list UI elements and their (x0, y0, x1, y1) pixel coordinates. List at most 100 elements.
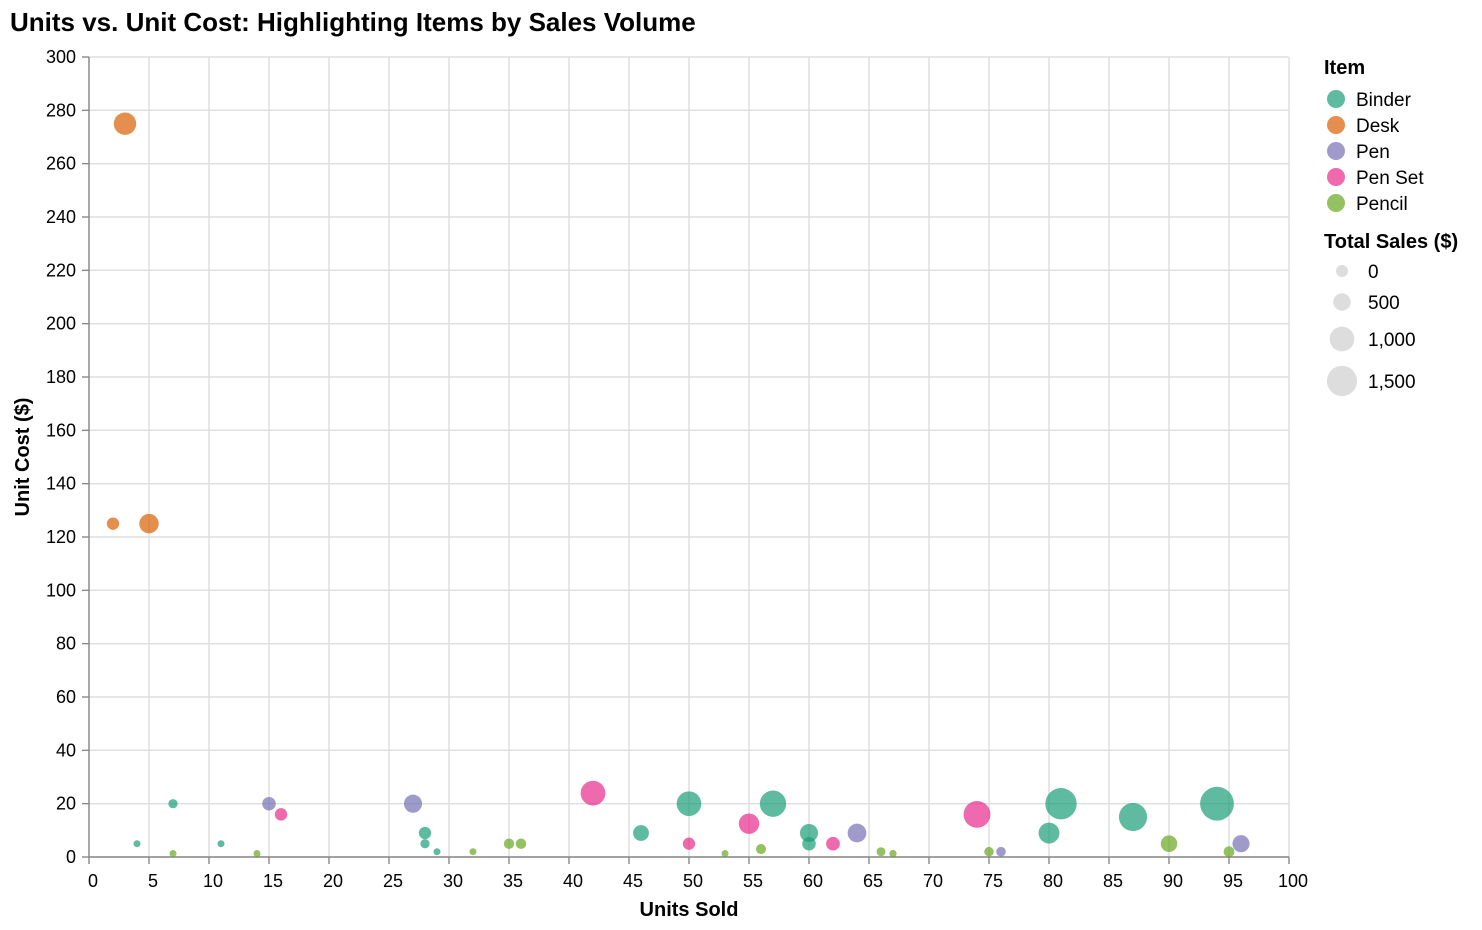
data-point-pen (996, 846, 1006, 857)
x-tick-label: 25 (383, 871, 403, 891)
x-tick-label: 35 (503, 871, 523, 891)
size-legend-circle (1336, 265, 1348, 277)
x-tick-label: 20 (323, 871, 343, 891)
data-point-binder (633, 825, 649, 841)
x-tick-label: 10 (203, 871, 223, 891)
y-axis-title: Unit Cost ($) (12, 398, 34, 517)
x-tick-label: 40 (563, 871, 583, 891)
data-point-pencil (253, 850, 261, 858)
x-tick-label: 45 (623, 871, 643, 891)
data-point-pen (1232, 835, 1250, 853)
y-tick-label: 220 (46, 260, 76, 280)
data-point-pencil (889, 849, 897, 858)
data-point-binder (802, 836, 816, 851)
data-point-pen-set (682, 837, 696, 850)
size-legend-circle (1326, 365, 1358, 397)
legend-swatch (1327, 168, 1345, 186)
x-axis-title: Units Sold (640, 899, 739, 921)
x-tick-label: 85 (1103, 871, 1123, 891)
data-point-binder (1045, 787, 1077, 820)
x-tick-label: 15 (263, 871, 283, 891)
data-points (106, 112, 1250, 858)
y-tick-label: 100 (46, 580, 76, 600)
data-point-pen-set (580, 780, 606, 806)
legend-item-label: Pen (1356, 142, 1390, 163)
x-tick-label: 70 (923, 871, 943, 891)
legend-swatch (1327, 194, 1345, 212)
data-point-binder (1200, 786, 1234, 821)
data-point-pencil (755, 843, 767, 855)
y-tick-label: 260 (46, 154, 76, 174)
x-tick-label: 55 (743, 871, 763, 891)
y-tick-label: 300 (46, 47, 76, 67)
x-tick-label: 0 (88, 871, 98, 891)
y-tick-label: 140 (46, 474, 76, 494)
data-point-pencil (1160, 835, 1178, 852)
data-point-binder (217, 840, 225, 848)
chart-title: Units vs. Unit Cost: Highlighting Items … (10, 7, 696, 37)
data-point-pen-set (274, 808, 288, 821)
legend-swatch (1327, 116, 1345, 134)
x-tick-label: 50 (683, 871, 703, 891)
legend-swatch (1327, 142, 1345, 160)
x-tick-label: 30 (443, 871, 463, 891)
y-tick-label: 180 (46, 367, 76, 387)
y-tick-label: 240 (46, 207, 76, 227)
data-point-pen-set (963, 800, 991, 828)
data-point-binder (418, 826, 432, 840)
legend-item-label: Pen Set (1356, 168, 1424, 189)
data-point-binder (133, 840, 141, 848)
size-legend-label: 500 (1368, 293, 1400, 314)
x-tick-label: 60 (803, 871, 823, 891)
x-tick-label: 80 (1043, 871, 1063, 891)
x-tick-label: 5 (148, 871, 158, 891)
x-tick-label: 90 (1163, 871, 1183, 891)
data-point-pen-set (738, 813, 760, 834)
data-point-pen-set (826, 836, 840, 851)
data-point-binder (799, 823, 819, 843)
data-point-pencil (876, 847, 886, 857)
color-legend-title: Item (1324, 57, 1365, 79)
data-point-binder (676, 791, 702, 817)
x-tick-label: 100 (1278, 871, 1308, 891)
data-point-binder (759, 790, 787, 817)
data-point-pencil (1223, 846, 1235, 858)
y-tick-label: 200 (46, 314, 76, 334)
legend-item-label: Desk (1356, 116, 1400, 137)
y-tick-label: 80 (56, 634, 76, 654)
data-point-pencil (469, 848, 477, 856)
legend-item-label: Binder (1356, 90, 1412, 111)
y-tick-label: 60 (56, 687, 76, 707)
data-point-pencil (169, 850, 177, 858)
size-legend-label: 1,500 (1368, 372, 1416, 393)
data-point-binder (433, 848, 441, 856)
size-legend-label: 0 (1368, 262, 1379, 283)
data-point-desk (139, 513, 159, 534)
size-legend-circle (1329, 326, 1355, 352)
axes: 0 5 10 15 20 25 30 35 40 45 50 55 60 65 70 75 80 85 90 95 10… (46, 47, 1308, 891)
data-point-pencil (984, 846, 994, 857)
y-tick-label: 0 (66, 847, 76, 867)
legend-item-label: Pencil (1356, 194, 1408, 215)
data-point-binder (1038, 822, 1060, 844)
data-point-binder (1118, 802, 1148, 832)
y-tick-label: 120 (46, 527, 76, 547)
y-tick-label: 280 (46, 100, 76, 120)
size-legend-title: Total Sales ($) (1324, 231, 1458, 253)
x-tick-label: 65 (863, 871, 883, 891)
data-point-pencil (721, 850, 729, 858)
y-tick-label: 40 (56, 740, 76, 760)
x-tick-label: 75 (983, 871, 1003, 891)
data-point-binder (168, 799, 178, 809)
y-tick-label: 160 (46, 420, 76, 440)
gridlines (88, 56, 1290, 858)
legend-swatch (1327, 90, 1345, 108)
data-point-binder (420, 839, 430, 849)
data-point-pen (403, 794, 423, 813)
data-point-desk (106, 517, 120, 530)
data-point-pencil (503, 838, 515, 849)
size-legend-circle (1333, 293, 1351, 311)
size-legend-label: 1,000 (1368, 330, 1416, 351)
y-tick-label: 20 (56, 794, 76, 814)
